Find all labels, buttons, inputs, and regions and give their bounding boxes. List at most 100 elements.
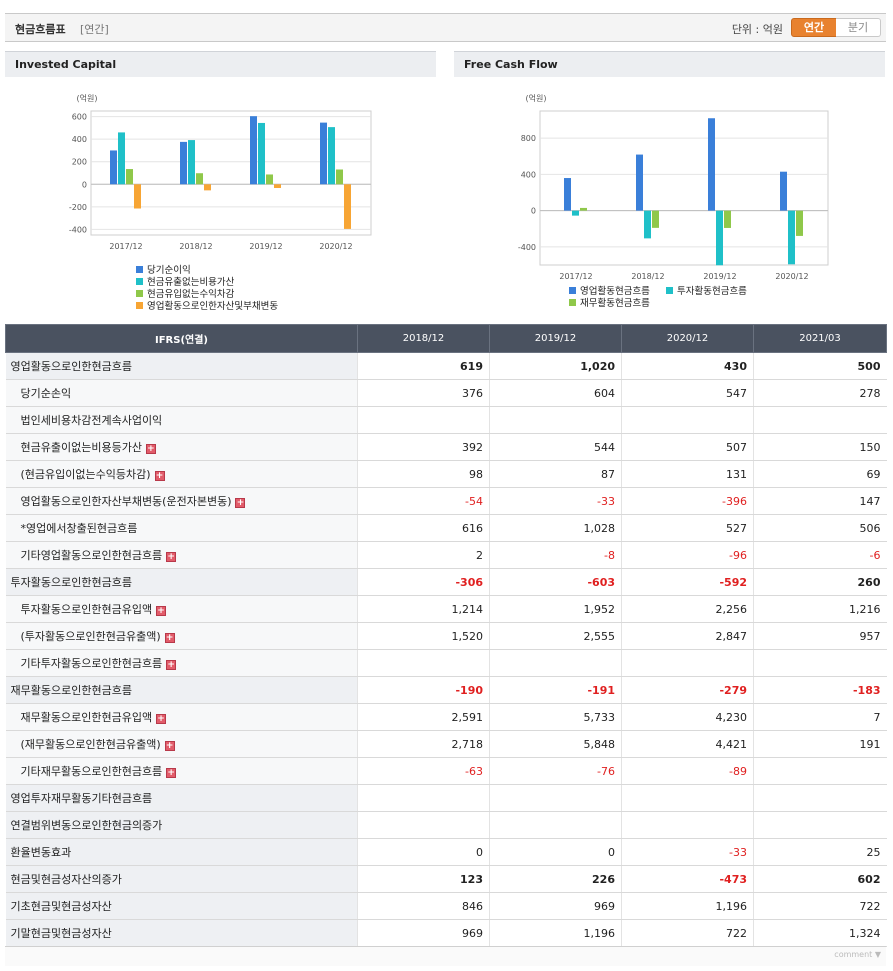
tab-quarter[interactable]: 분기 — [836, 18, 881, 37]
invested-capital-panel: Invested Capital (억원) 600 400 200 0 -200 -400 2… — [5, 51, 436, 323]
y-tick-label: -200 — [69, 203, 87, 212]
bar — [344, 184, 351, 229]
table-cell — [621, 811, 754, 839]
bar — [780, 171, 787, 211]
expand-icon[interactable]: + — [154, 471, 165, 481]
bar — [796, 210, 803, 236]
row-label-text: 당기순손익 — [20, 387, 72, 400]
bar — [716, 210, 723, 266]
table-cell — [753, 757, 887, 785]
table-cell: 260 — [753, 568, 887, 596]
column-header: 2021/03 — [753, 324, 887, 353]
legend-swatch — [136, 290, 143, 297]
bar — [118, 132, 125, 185]
table-cell: 969 — [489, 892, 622, 920]
table-cell — [357, 649, 490, 677]
table-cell: 98 — [357, 460, 490, 488]
legend-label: 영업활동현금흐름 — [580, 285, 650, 297]
expand-icon[interactable]: + — [156, 606, 167, 616]
table-cell: -89 — [621, 757, 754, 785]
invested-capital-chart: (억원) 600 400 200 0 -200 -400 2017/12 2018/12 2019… — [69, 93, 372, 312]
table-cell: 191 — [753, 730, 887, 758]
table-cell: -592 — [621, 568, 754, 596]
table-cell: 131 — [621, 460, 754, 488]
row-label-text: 기타투자활동으로인한현금흐름 — [20, 657, 163, 670]
row-label: 영업활동으로인한자산부채변동(운전자본변동) + — [5, 487, 358, 515]
table-cell: 69 — [753, 460, 887, 488]
expand-icon[interactable]: + — [166, 768, 177, 778]
table-row: 기타투자활동으로인한현금흐름 + — [5, 649, 887, 677]
expand-icon[interactable]: + — [166, 552, 177, 562]
table-row: (재무활동으로인한현금유출액) +2,718 5,848 4,421 191 — [5, 730, 887, 758]
table-cell — [489, 811, 622, 839]
tab-annual[interactable]: 연간 — [791, 18, 837, 37]
y-tick-label: 600 — [72, 113, 87, 122]
table-cell: 0 — [489, 838, 622, 866]
table-cell: 1,196 — [489, 919, 622, 947]
x-tick-label: 2018/12 — [179, 242, 212, 251]
row-label: *영업에서창출된현금흐름 — [5, 514, 358, 542]
table-cell: -54 — [357, 487, 490, 515]
table-cell: 500 — [753, 352, 887, 380]
row-label: 기초현금및현금성자산 — [5, 892, 358, 920]
y-unit-label: (억원) — [526, 93, 547, 103]
x-tick-label: 2017/12 — [109, 242, 142, 251]
expand-icon[interactable]: + — [145, 444, 156, 454]
row-label: 연결범위변동으로인한현금의증가 — [5, 811, 358, 839]
bar — [708, 118, 715, 211]
expand-icon[interactable]: + — [156, 714, 167, 724]
expand-icon[interactable]: + — [164, 633, 175, 643]
bar — [258, 122, 265, 185]
bar — [336, 169, 343, 185]
table-cell: 1,214 — [357, 595, 490, 623]
table-row: 환율변동효과 0 0 -33 25 — [5, 838, 887, 866]
table-cell: 722 — [621, 919, 754, 947]
row-label-text: 영업투자재무활동기타현금흐름 — [10, 792, 153, 805]
table-row: 투자활동으로인한현금흐름 -306 -603 -592 260 — [5, 568, 887, 596]
table-cell: -76 — [489, 757, 622, 785]
expand-icon[interactable]: + — [166, 660, 177, 670]
row-label: 당기순손익 — [5, 379, 358, 407]
row-label-text: 영업활동으로인한자산부채변동(운전자본변동) — [20, 495, 232, 508]
unit-label: 단위 : 억원 — [731, 23, 783, 36]
bar — [652, 210, 659, 228]
table-cell — [753, 406, 887, 434]
row-label: 투자활동으로인한현금흐름 — [5, 568, 358, 596]
table-cell: -96 — [621, 541, 754, 569]
table-cell — [753, 784, 887, 812]
table-cell: 376 — [357, 379, 490, 407]
comment-toggle[interactable]: comment ▼ — [834, 950, 881, 959]
table-cell: 1,196 — [621, 892, 754, 920]
legend-label: 영업활동으로인한자산및부채변동 — [147, 300, 278, 312]
row-label-text: 재무활동으로인한현금유입액 — [20, 711, 153, 724]
bar — [564, 178, 571, 211]
table-cell: 392 — [357, 433, 490, 461]
legend-label: 투자활동현금흐름 — [677, 285, 747, 297]
y-tick-label: -400 — [518, 243, 536, 252]
expand-icon[interactable]: + — [235, 498, 246, 508]
bar — [110, 150, 117, 185]
expand-icon[interactable]: + — [164, 741, 175, 751]
column-header-ifrs: IFRS(연결) — [5, 324, 358, 353]
bar — [320, 122, 327, 185]
table-cell: 4,230 — [621, 703, 754, 731]
row-label-text: 현금및현금성자산의증가 — [10, 873, 122, 886]
column-header: 2019/12 — [489, 324, 622, 353]
table-cell: 846 — [357, 892, 490, 920]
row-label: 재무활동으로인한현금흐름 — [5, 676, 358, 704]
period-tag: [연간] — [80, 23, 109, 36]
table-cell: -63 — [357, 757, 490, 785]
table-cell: 527 — [621, 514, 754, 542]
bar — [204, 184, 211, 191]
legend-swatch — [136, 278, 143, 285]
row-label: 현금및현금성자산의증가 — [5, 865, 358, 893]
table-cell: 506 — [753, 514, 887, 542]
table-cell: 226 — [489, 865, 622, 893]
row-label-text: 기초현금및현금성자산 — [10, 900, 112, 913]
table-cell: -603 — [489, 568, 622, 596]
row-label: 영업투자재무활동기타현금흐름 — [5, 784, 358, 812]
bar — [274, 184, 281, 188]
table-row: *영업에서창출된현금흐름 616 1,028 527 506 — [5, 514, 887, 542]
table-row: 법인세비용차감전계속사업이익 — [5, 406, 887, 434]
table-row: 당기순손익 376 604 547 278 — [5, 379, 887, 407]
